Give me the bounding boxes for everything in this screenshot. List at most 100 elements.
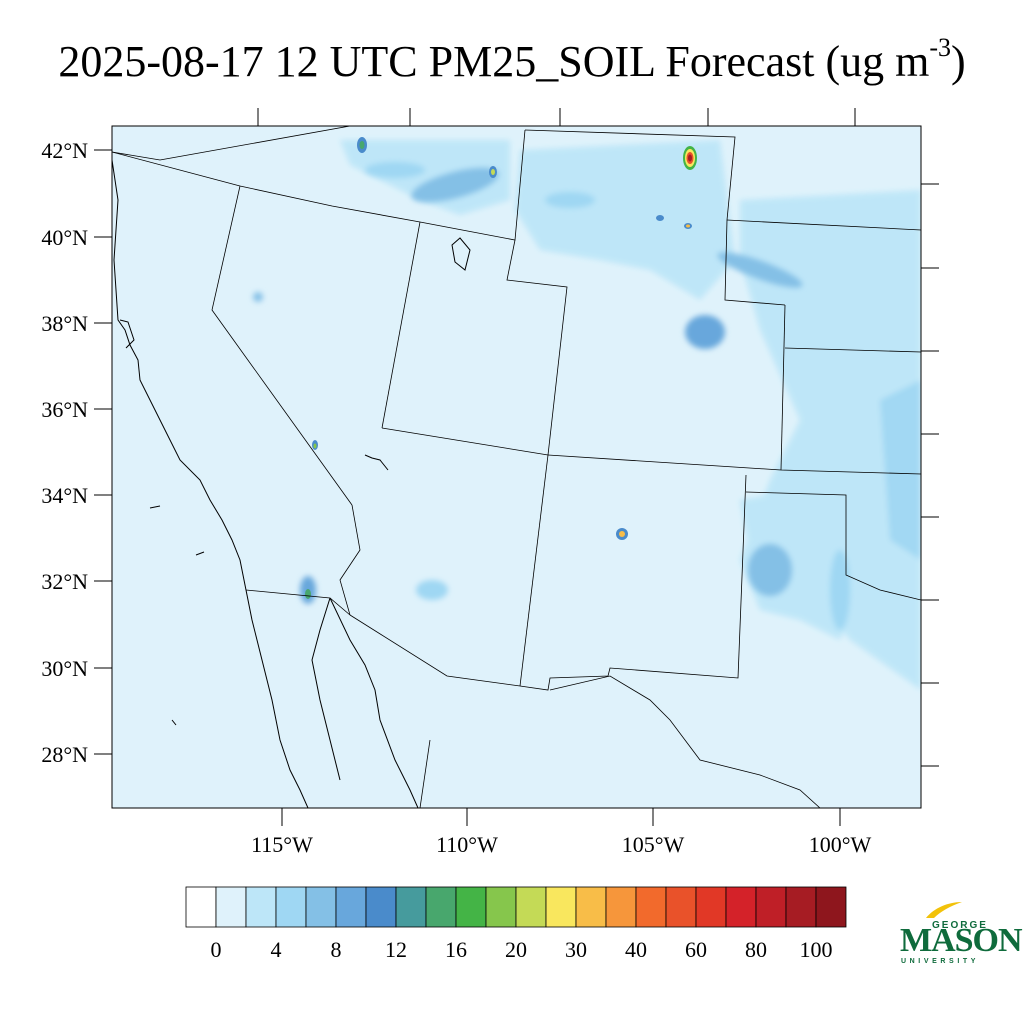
logo-line-university: UNIVERSITY xyxy=(901,958,980,965)
haze-idaho-montana xyxy=(340,140,510,215)
state-boundaries xyxy=(112,126,921,808)
border-az-nm xyxy=(519,454,549,687)
colorbar-box-20 xyxy=(785,886,817,928)
colorbar-box-2 xyxy=(245,886,277,928)
title-text: 2025-08-17 12 UTC PM25_SOIL Forecast (ug… xyxy=(58,37,930,86)
border-or-id-nv xyxy=(112,151,421,223)
colorbar-box-17 xyxy=(695,886,727,928)
hotspot-new-mexico-fire xyxy=(616,528,628,540)
coast-california xyxy=(112,159,247,591)
map-panel xyxy=(111,125,922,809)
border-sonora-chihuahua xyxy=(419,739,431,808)
patch-colorado xyxy=(685,315,725,349)
border-wy-north xyxy=(524,129,736,221)
patch-oklahoma xyxy=(830,550,850,630)
colorbar-label-5: 20 xyxy=(505,937,527,962)
lat-labels: 42°N 40°N 38°N 36°N 34°N 32°N 30°N 28°N xyxy=(41,138,88,767)
lon-labels: 115°W 110°W 105°W 100°W xyxy=(251,832,871,857)
hotspot-idaho-fire xyxy=(357,137,497,178)
lat-label-36: 36°N xyxy=(41,397,88,422)
colorbar-box-14 xyxy=(605,886,637,928)
patch-wyoming-north xyxy=(545,192,595,208)
lat-label-32: 32°N xyxy=(41,569,88,594)
haze-wyoming xyxy=(515,140,735,300)
coast-island-baja xyxy=(171,719,177,726)
border-id-mt xyxy=(112,126,351,161)
patch-nevada xyxy=(253,292,263,302)
lat-label-38: 38°N xyxy=(41,311,88,336)
colorbar-box-18 xyxy=(725,886,757,928)
colorbar-box-6 xyxy=(365,886,397,928)
haze-texas-oklahoma xyxy=(740,480,921,640)
colorbar-box-7 xyxy=(395,886,427,928)
border-ca-nv xyxy=(211,185,353,506)
hotspot-wyoming-fire xyxy=(683,146,697,170)
border-ks-ne xyxy=(784,347,921,353)
colorbar-box-13 xyxy=(575,886,607,928)
colorbar-box-5 xyxy=(335,886,367,928)
hotspot-wyoming-small xyxy=(656,215,692,229)
colorbar-box-9 xyxy=(455,886,487,928)
colorbar-box-19 xyxy=(755,886,787,928)
lon-label-110: 110°W xyxy=(436,832,498,857)
colorbar-box-8 xyxy=(425,886,457,928)
colorbar-label-2: 8 xyxy=(331,937,342,962)
colorbar-label-3: 12 xyxy=(385,937,407,962)
patch-idaho-plume xyxy=(411,167,499,203)
george-mason-logo: GEORGE MASON UNIVERSITY xyxy=(898,900,1023,970)
lat-label-28: 28°N xyxy=(41,742,88,767)
coast-gulf-california-east xyxy=(329,597,419,808)
title-close-paren: ) xyxy=(951,37,966,86)
colorbar-box-4 xyxy=(305,886,337,928)
border-wy-ne xyxy=(724,219,786,306)
colorbar-box-16 xyxy=(665,886,697,928)
colorbar: 0 4 8 12 16 20 30 40 60 80 100 xyxy=(185,886,847,962)
border-nv-ut xyxy=(381,221,421,429)
colorbar-label-10: 100 xyxy=(800,937,833,962)
colorbar-box-10 xyxy=(485,886,517,928)
coastlines xyxy=(112,159,471,808)
coast-baja-pacific xyxy=(245,589,309,808)
colorbar-box-0 xyxy=(185,886,217,928)
colorbar-label-1: 4 xyxy=(271,937,282,962)
border-nm-tx xyxy=(519,474,747,691)
lon-label-105: 105°W xyxy=(622,832,685,857)
lon-label-115: 115°W xyxy=(251,832,313,857)
coast-lake-great-salt xyxy=(451,237,471,271)
colorbar-label-9: 80 xyxy=(745,937,767,962)
colorbar-box-21 xyxy=(815,886,847,928)
lat-label-42: 42°N xyxy=(41,138,88,163)
coast-channel-island xyxy=(149,505,161,509)
coast-gulf-california-west xyxy=(311,597,341,781)
border-ut-az xyxy=(381,427,549,456)
border-mx-interior xyxy=(339,504,361,616)
colorbar-box-11 xyxy=(515,886,547,928)
logo-line-mason: MASON xyxy=(900,922,1023,959)
lat-label-30: 30°N xyxy=(41,656,88,681)
border-mexico-states xyxy=(549,675,821,808)
patch-idaho-plume-2 xyxy=(365,162,425,178)
coast-lake-mead xyxy=(364,454,389,471)
hotspot-baja-border xyxy=(305,440,318,599)
haze-east-edge xyxy=(880,380,921,560)
colorbar-label-0: 0 xyxy=(211,937,222,962)
colorbar-label-4: 16 xyxy=(445,937,467,962)
border-ut-wy-co xyxy=(506,239,568,456)
border-co-nm xyxy=(547,454,921,475)
title-superscript: -3 xyxy=(929,33,951,62)
map-ticks xyxy=(94,108,939,826)
map-frame xyxy=(111,125,922,809)
coast-monterey xyxy=(119,319,135,349)
coast-island-2 xyxy=(195,551,205,556)
lon-label-100: 100°W xyxy=(809,832,872,857)
colorbar-box-12 xyxy=(545,886,577,928)
colorbar-label-6: 30 xyxy=(565,937,587,962)
patch-texas xyxy=(748,544,792,596)
colorbar-box-3 xyxy=(275,886,307,928)
lat-label-40: 40°N xyxy=(41,225,88,250)
colorbar-box-15 xyxy=(635,886,667,928)
border-ok-tx xyxy=(745,491,921,601)
border-az-mexico xyxy=(349,614,521,687)
border-wy-sd-ne xyxy=(726,219,921,231)
